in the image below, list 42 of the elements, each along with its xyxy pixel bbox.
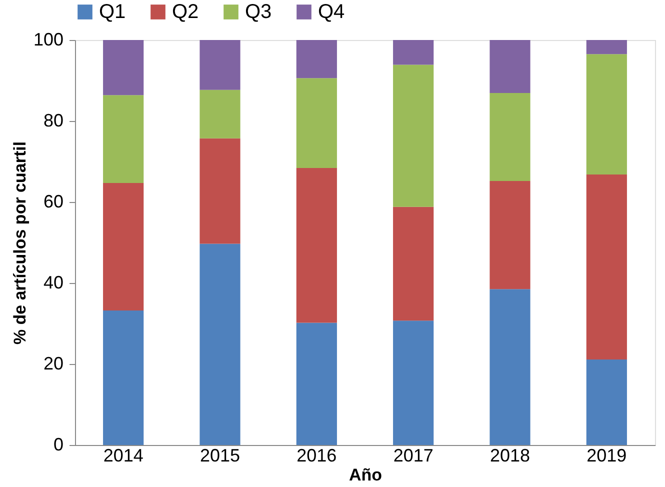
bar <box>200 244 240 445</box>
bar <box>586 174 627 360</box>
bar <box>586 360 627 445</box>
bar <box>296 322 337 445</box>
legend-label: Q2 <box>172 1 199 23</box>
y-tick-label: 0 <box>53 434 64 454</box>
x-axis-title: Año <box>348 466 382 484</box>
bar <box>103 40 144 96</box>
x-tick-label: 2016 <box>296 446 337 466</box>
y-tick-label: 40 <box>43 272 64 292</box>
legend-label: Q3 <box>245 1 272 23</box>
bar <box>103 310 144 445</box>
bar <box>586 40 627 54</box>
x-tick-label: 2014 <box>103 446 144 466</box>
y-tick-label: 80 <box>43 110 64 130</box>
y-tick-label: 100 <box>33 30 64 50</box>
bar <box>103 182 144 311</box>
bar <box>490 289 530 445</box>
bar <box>586 54 627 174</box>
legend-label: Q4 <box>318 1 345 23</box>
bar <box>393 320 434 445</box>
bar <box>296 78 337 168</box>
y-axis-title: % de artículos por cuartil <box>10 141 30 345</box>
bar <box>490 40 530 94</box>
bar <box>103 95 144 183</box>
legend-label: Q1 <box>99 1 126 23</box>
bar <box>490 93 530 181</box>
x-tick-label: 2015 <box>200 446 240 466</box>
bar <box>490 180 530 290</box>
bar <box>200 138 240 244</box>
bar <box>393 206 434 321</box>
bar <box>393 40 434 65</box>
bar <box>296 168 337 323</box>
bar <box>200 40 240 90</box>
x-tick-label: 2019 <box>586 446 627 466</box>
y-tick-label: 20 <box>43 354 64 374</box>
y-tick-label: 60 <box>43 192 64 212</box>
x-tick-label: 2017 <box>393 446 434 466</box>
bar <box>393 64 434 207</box>
x-tick-label: 2018 <box>490 446 530 466</box>
bar <box>200 90 240 138</box>
bar <box>296 40 337 78</box>
